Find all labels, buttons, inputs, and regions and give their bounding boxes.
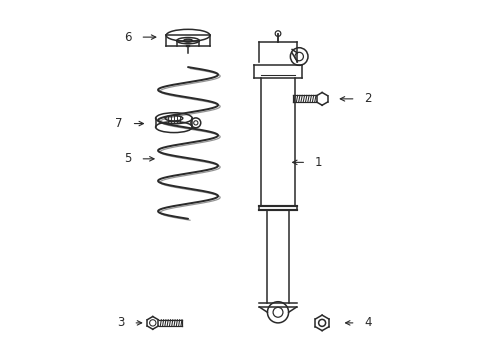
Text: 5: 5	[124, 152, 131, 165]
Text: 6: 6	[124, 31, 131, 44]
Text: 2: 2	[364, 93, 371, 105]
Text: 1: 1	[314, 156, 322, 169]
Text: 4: 4	[364, 316, 371, 329]
Text: 3: 3	[117, 316, 124, 329]
Text: 7: 7	[115, 117, 122, 130]
